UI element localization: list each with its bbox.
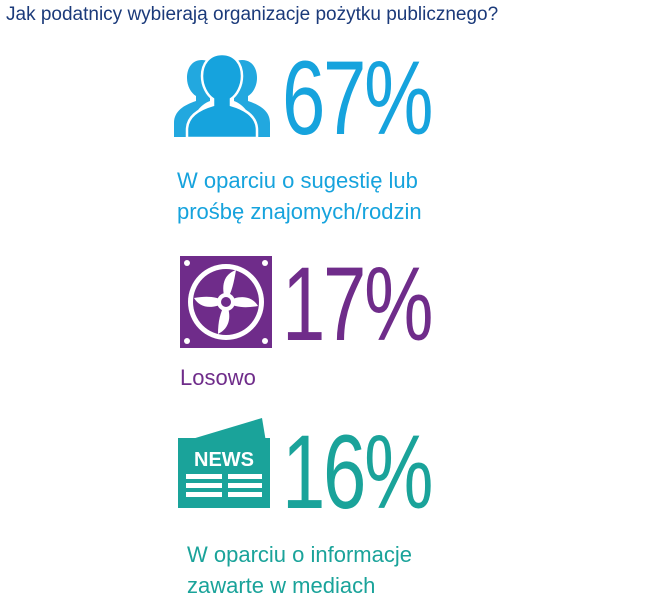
percent-value: 67%: [282, 39, 433, 158]
percent-value: 17%: [282, 245, 433, 364]
stat-label-line2: prośbę znajomych/rodzin: [177, 199, 422, 224]
fan-icon: [180, 256, 272, 348]
percent-value: 16%: [282, 413, 433, 532]
page-title: Jak podatnicy wybierają organizacje poży…: [6, 4, 499, 25]
stat-label-line1: W oparciu o sugestię lub: [177, 168, 418, 193]
news-icon-text: NEWS: [194, 449, 254, 471]
stat-label-line1: W oparciu o informacje: [187, 542, 412, 567]
people-icon: [174, 52, 270, 140]
newspaper-icon: NEWS: [178, 418, 270, 508]
stat-label-line1: Losowo: [180, 365, 256, 390]
stat-label-line2: zawarte w mediach: [187, 573, 376, 598]
